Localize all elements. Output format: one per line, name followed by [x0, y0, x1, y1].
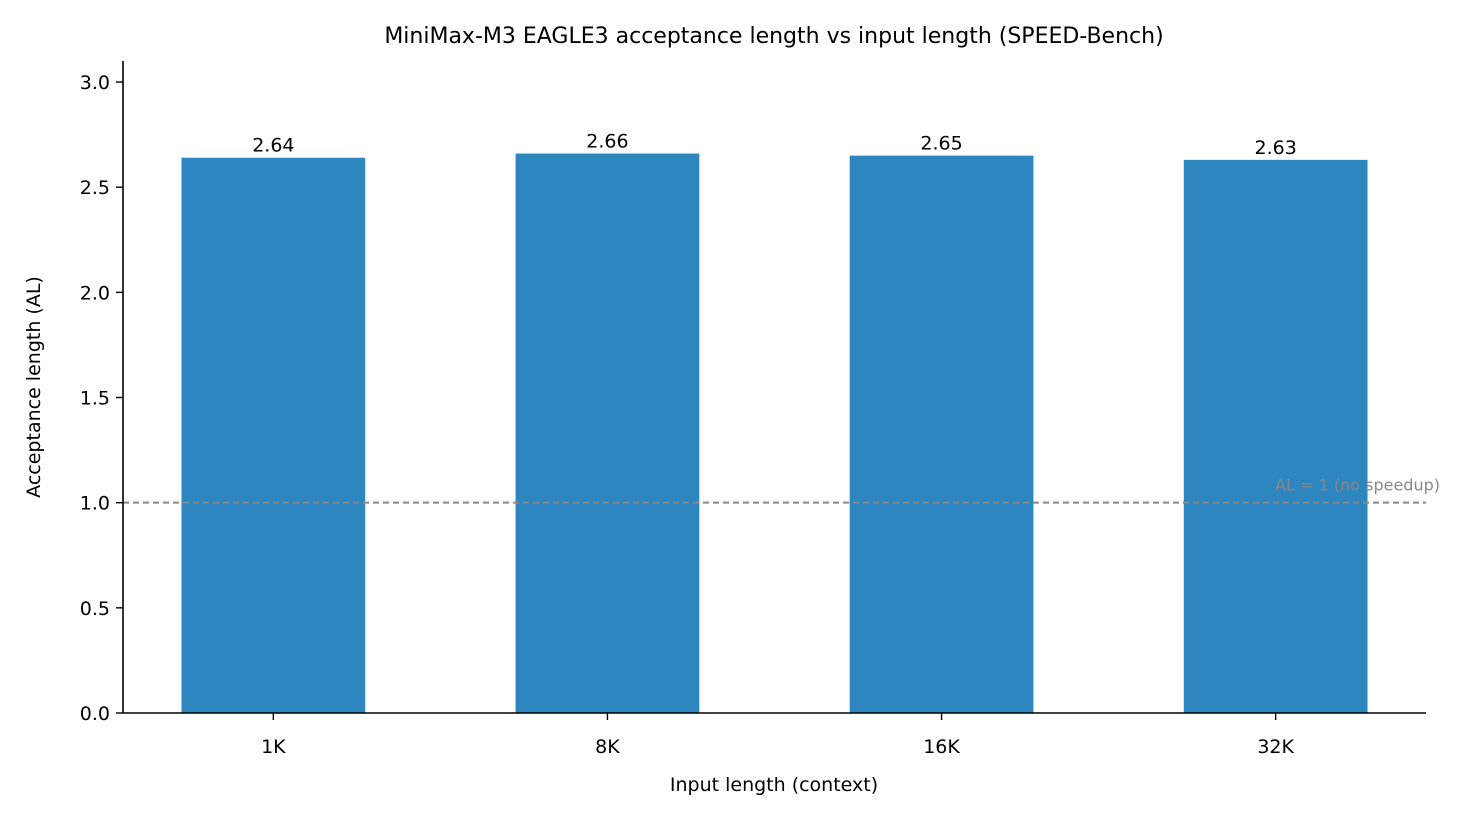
- data-label-16K: 2.65: [920, 133, 962, 155]
- bar-8K: [515, 153, 700, 713]
- reference-line-label: AL = 1 (no speedup): [1275, 476, 1440, 495]
- chart-title: MiniMax-M3 EAGLE3 acceptance length vs i…: [384, 24, 1163, 49]
- y-tick-label: 3.0: [80, 72, 110, 94]
- bar-1K: [181, 157, 366, 713]
- y-tick-label: 2.0: [80, 282, 110, 304]
- y-tick-label: 1.0: [80, 493, 110, 515]
- data-label-32K: 2.63: [1254, 137, 1296, 159]
- x-tick-label-16K: 16K: [923, 736, 960, 758]
- data-label-8K: 2.66: [586, 131, 628, 153]
- bar-32K: [1183, 159, 1368, 713]
- y-tick-label: 2.5: [80, 177, 110, 199]
- bar-16K: [849, 155, 1034, 714]
- plot-area: 2.64 2.66 2.65 2.63 AL = 1 (no speedup) 0.0 0.…: [80, 61, 1440, 758]
- x-tick-label-32K: 32K: [1257, 736, 1294, 758]
- data-label-1K: 2.64: [252, 135, 294, 157]
- x-tick-label-8K: 8K: [595, 736, 620, 758]
- x-tick-label-1K: 1K: [261, 736, 286, 758]
- x-axis-label: Input length (context): [670, 774, 878, 796]
- y-tick-label: 1.5: [80, 388, 110, 410]
- y-tick-label: 0.0: [80, 703, 110, 725]
- y-axis-label: Acceptance length (AL): [23, 276, 45, 498]
- y-tick-label: 0.5: [80, 598, 110, 620]
